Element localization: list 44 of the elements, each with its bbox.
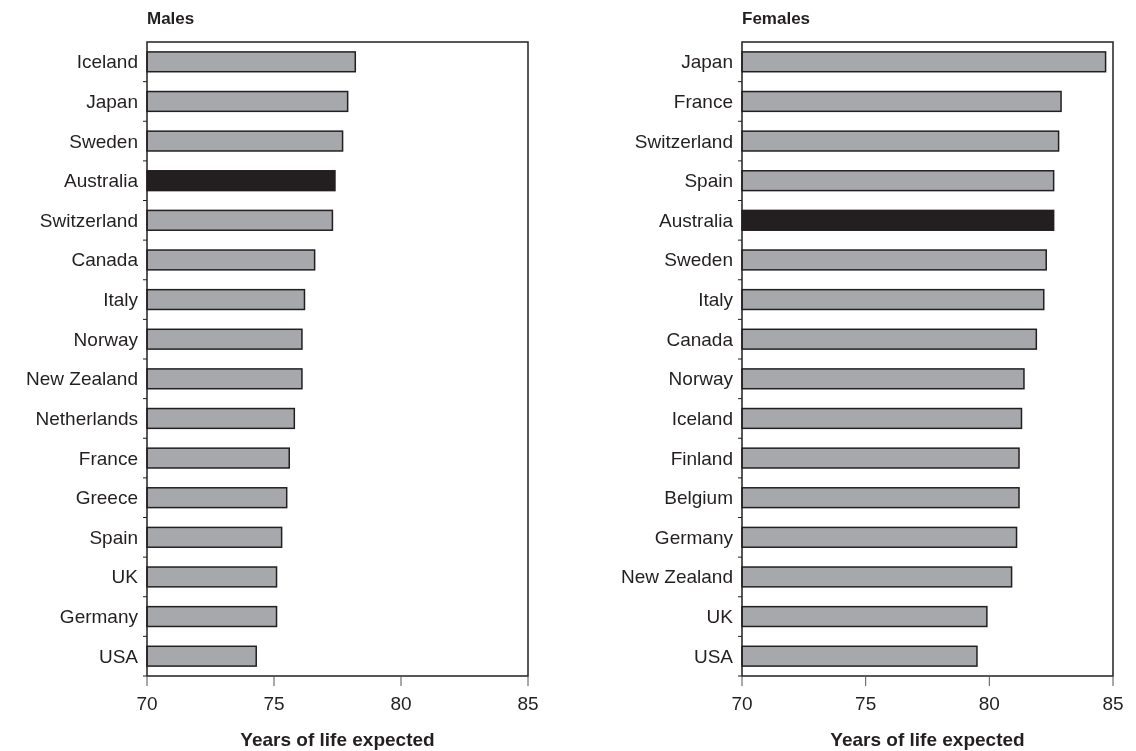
y-tick-label: Australia (64, 170, 139, 192)
y-tick-label: Canada (666, 328, 734, 350)
x-tick-label: 80 (978, 693, 1000, 714)
y-tick-label: New Zealand (26, 368, 138, 390)
x-tick-label: 75 (855, 693, 877, 714)
y-tick-label: USA (98, 645, 139, 667)
y-tick-label: Japan (681, 51, 733, 73)
y-tick-label: Canada (71, 249, 139, 271)
y-tick-label: Germany (59, 606, 139, 628)
y-tick-label: Sweden (664, 249, 733, 271)
y-tick-label: New Zealand (621, 566, 733, 588)
y-tick-label: Switzerland (634, 130, 733, 152)
y-tick-label: Norway (668, 368, 734, 390)
x-tick-label: 85 (517, 693, 539, 714)
y-tick-label: Norway (73, 328, 139, 350)
y-tick-label: UK (111, 566, 139, 588)
y-tick-label: France (78, 447, 138, 469)
y-tick-label: Italy (698, 289, 734, 311)
y-tick-label: Greece (75, 487, 138, 509)
y-tick-label: Belgium (664, 487, 733, 509)
x-tick-label: 70 (731, 693, 753, 714)
y-tick-label: USA (693, 645, 734, 667)
y-tick-label: France (673, 90, 733, 112)
y-tick-label: Switzerland (39, 209, 138, 231)
y-tick-label: Netherlands (35, 407, 138, 429)
chart-title: Females (742, 9, 811, 28)
chart-title: Males (147, 9, 195, 28)
x-axis-title: Years of life expected (830, 729, 1025, 750)
x-tick-label: 70 (136, 693, 158, 714)
y-tick-label: Germany (654, 526, 734, 548)
y-tick-label: Australia (659, 209, 734, 231)
x-axis-title: Years of life expected (240, 729, 435, 750)
y-tick-label: Finland (670, 447, 733, 469)
x-tick-label: 75 (263, 693, 285, 714)
y-tick-label: Spain (684, 170, 733, 192)
x-tick-label: 80 (390, 693, 412, 714)
y-tick-label: Japan (86, 90, 138, 112)
y-tick-label: Iceland (76, 51, 138, 73)
y-tick-label: Spain (89, 526, 138, 548)
x-tick-label: 85 (1102, 693, 1124, 714)
y-tick-label: Italy (103, 289, 139, 311)
y-tick-label: Sweden (69, 130, 138, 152)
y-tick-label: UK (706, 606, 734, 628)
y-tick-label: Iceland (671, 407, 733, 429)
